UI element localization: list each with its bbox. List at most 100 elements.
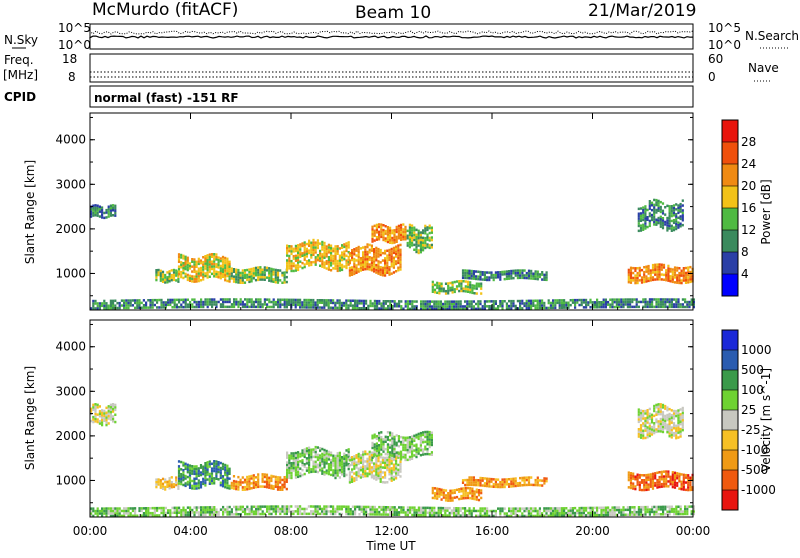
heatmap-cell — [226, 506, 228, 509]
heatmap-cell — [178, 470, 180, 473]
heatmap-cell — [196, 261, 198, 264]
heatmap-cell — [244, 269, 246, 272]
heatmap-cell — [650, 279, 652, 282]
heatmap-cell — [449, 490, 451, 493]
heatmap-cell — [465, 285, 467, 288]
heatmap-cell — [376, 442, 378, 445]
heatmap-cell — [380, 439, 382, 442]
heatmap-cell — [446, 305, 448, 308]
heatmap-cell — [207, 466, 209, 469]
heatmap-cell — [233, 301, 235, 304]
heatmap-cell — [675, 298, 677, 301]
heatmap-cell — [409, 300, 411, 303]
heatmap-cell — [680, 203, 682, 206]
heatmap-cell — [351, 274, 353, 277]
heatmap-cell — [295, 464, 297, 467]
heatmap-cell — [383, 508, 385, 511]
heatmap-cell — [222, 485, 224, 488]
heatmap-cell — [655, 428, 657, 431]
heatmap-cell — [474, 490, 476, 493]
heatmap-cell — [310, 244, 312, 247]
heatmap-cell — [398, 305, 400, 308]
heatmap-cell — [664, 298, 666, 301]
heatmap-cell — [156, 306, 158, 309]
heatmap-cell — [385, 232, 387, 235]
heatmap-cell — [326, 452, 328, 455]
heatmap-cell — [209, 253, 211, 256]
heatmap-cell — [644, 417, 646, 420]
heatmap-cell — [351, 456, 353, 459]
heatmap-cell — [438, 507, 440, 510]
heatmap-cell — [469, 291, 471, 294]
heatmap-cell — [395, 255, 397, 257]
heatmap-cell — [358, 460, 360, 463]
heatmap-cell — [465, 492, 467, 495]
heatmap-cell — [645, 489, 647, 492]
heatmap-cell — [220, 469, 222, 472]
heatmap-cell — [436, 497, 438, 500]
heatmap-cell — [229, 268, 231, 271]
heatmap-cell — [306, 467, 308, 470]
heatmap-cell — [224, 259, 226, 262]
heatmap-cell — [468, 507, 470, 510]
heatmap-cell — [284, 505, 286, 508]
heatmap-cell — [94, 403, 96, 406]
heatmap-cell — [398, 232, 400, 235]
heatmap-cell — [543, 302, 545, 305]
heatmap-cell — [396, 305, 398, 308]
heatmap-cell — [229, 280, 231, 283]
heatmap-cell — [180, 306, 182, 309]
heatmap-cell — [328, 263, 330, 266]
heatmap-cell — [493, 276, 495, 279]
heatmap-cell — [678, 475, 680, 478]
heatmap-cell — [326, 450, 328, 453]
heatmap-cell — [633, 298, 635, 301]
heatmap-cell — [638, 225, 640, 228]
heatmap-cell — [429, 453, 431, 456]
heatmap-cell — [377, 250, 379, 253]
heatmap-cell — [667, 475, 669, 478]
heatmap-cell — [196, 506, 198, 509]
heatmap-cell — [678, 473, 680, 476]
heatmap-cell — [226, 280, 228, 283]
heatmap-cell — [670, 483, 672, 486]
heatmap-cell — [656, 472, 658, 475]
heatmap-cell — [375, 264, 377, 267]
heatmap-cell — [147, 299, 149, 302]
heatmap-cell — [284, 476, 286, 479]
heatmap-cell — [539, 302, 541, 305]
heatmap-cell — [675, 437, 677, 440]
heatmap-cell — [561, 299, 563, 302]
heatmap-cell — [207, 298, 209, 301]
heatmap-cell — [642, 410, 644, 413]
heatmap-cell — [660, 301, 662, 304]
heatmap-cell — [277, 505, 279, 508]
heatmap-cell — [382, 481, 384, 484]
heatmap-cell — [404, 449, 406, 452]
heatmap-cell — [295, 469, 297, 472]
heatmap-cell — [432, 286, 434, 289]
heatmap-cell — [193, 271, 195, 274]
heatmap-cell — [185, 261, 187, 264]
heatmap-cell — [490, 276, 492, 279]
heatmap-cell — [295, 304, 297, 307]
heatmap-cell — [220, 267, 222, 270]
heatmap-cell — [651, 214, 653, 217]
heatmap-cell — [301, 474, 303, 477]
heatmap-cell — [384, 262, 386, 265]
heatmap-cell — [380, 302, 382, 305]
heatmap-cell — [105, 209, 107, 212]
heatmap-cell — [402, 449, 404, 452]
heatmap-cell — [343, 243, 345, 246]
heatmap-cell — [371, 231, 373, 234]
heatmap-cell — [251, 510, 253, 513]
heatmap-cell — [286, 469, 288, 472]
heatmap-cell — [660, 406, 662, 409]
heatmap-cell — [251, 278, 253, 281]
heatmap-cell — [332, 250, 334, 253]
heatmap-cell — [295, 454, 297, 457]
heatmap-cell — [663, 470, 665, 473]
heatmap-cell — [431, 509, 433, 512]
heatmap-cell — [351, 271, 353, 274]
heatmap-cell — [424, 512, 426, 515]
